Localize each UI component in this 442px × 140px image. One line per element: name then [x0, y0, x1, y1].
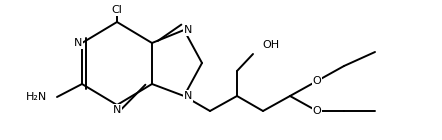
Text: N: N — [184, 25, 192, 35]
Text: O: O — [312, 76, 321, 86]
Text: Cl: Cl — [111, 5, 122, 15]
Text: N: N — [113, 105, 121, 115]
Text: N: N — [184, 91, 192, 101]
Text: O: O — [312, 106, 321, 116]
Text: H₂N: H₂N — [26, 92, 47, 102]
Text: N: N — [74, 38, 82, 48]
Text: OH: OH — [262, 40, 279, 50]
